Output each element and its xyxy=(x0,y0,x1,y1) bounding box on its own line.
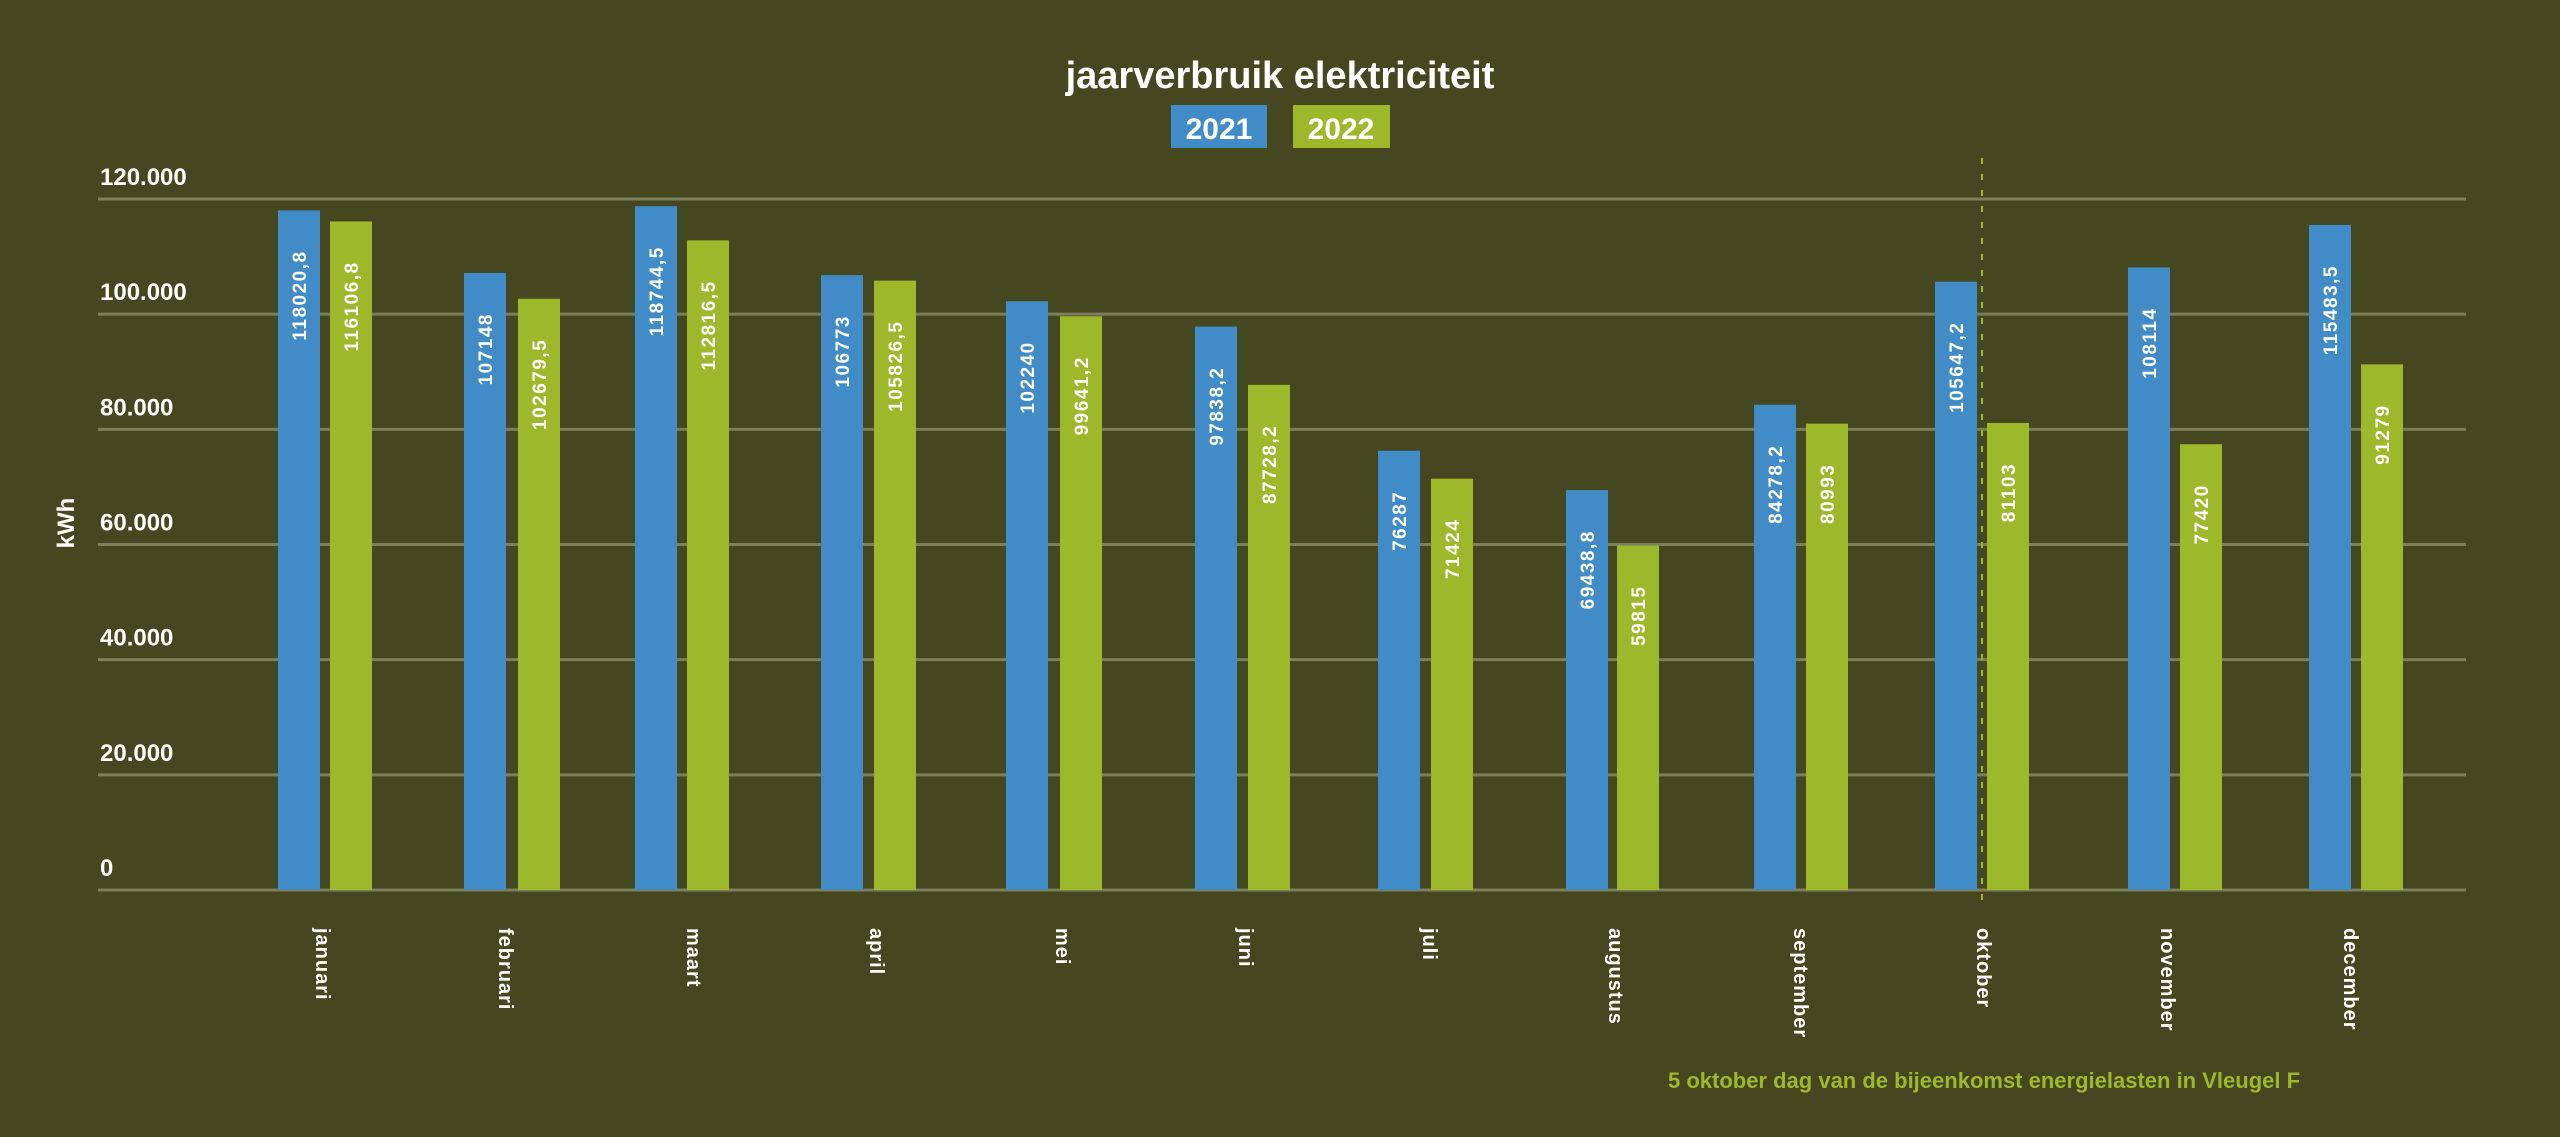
legend-label-2021: 2021 xyxy=(1186,113,1253,146)
x-tick-label: maart xyxy=(682,928,704,987)
data-label: 87728,2 xyxy=(1260,425,1281,504)
bar-2021-augustus xyxy=(1566,490,1608,890)
data-label: 84278,2 xyxy=(1766,445,1787,524)
data-label: 102240 xyxy=(1018,341,1039,413)
bar-2021-april xyxy=(821,275,863,890)
data-label: 59815 xyxy=(1629,586,1650,646)
x-tick-label: mei xyxy=(1051,928,1073,965)
bar-2021-maart xyxy=(635,206,677,890)
bar-2022-augustus xyxy=(1617,545,1659,890)
data-label: 71424 xyxy=(1443,519,1464,579)
bar-2022-maart xyxy=(687,240,729,890)
annotation-text: 5 oktober dag van de bijeenkomst energie… xyxy=(1668,1068,2300,1093)
data-label: 99641,2 xyxy=(1072,356,1093,435)
bar-2022-mei xyxy=(1060,316,1102,890)
legend-label-2022: 2022 xyxy=(1308,113,1375,146)
x-tick-label: juni xyxy=(1234,927,1256,968)
y-tick-label: 20.000 xyxy=(100,740,173,767)
bar-2022-januari xyxy=(330,221,372,891)
legend-swatch-2022 xyxy=(1293,105,1390,148)
data-label: 97838,2 xyxy=(1207,367,1228,446)
data-label: 108114 xyxy=(2140,307,2161,378)
bar-2022-december xyxy=(2361,364,2403,890)
y-tick-label: 60.000 xyxy=(100,510,173,537)
bar-2022-juli xyxy=(1431,478,1473,890)
x-tick-label: juli xyxy=(1418,927,1440,961)
data-label: 80993 xyxy=(1818,464,1839,524)
x-tick-label: september xyxy=(1789,928,1811,1038)
bar-2022-april xyxy=(874,280,916,890)
bar-2021-februari xyxy=(464,273,506,890)
bar-2022-juni xyxy=(1248,384,1290,890)
bar-2021-oktober xyxy=(1935,281,1977,890)
x-tick-label: november xyxy=(2156,928,2178,1032)
y-tick-label: 0 xyxy=(100,855,113,882)
legend: 2021 2022 xyxy=(1171,105,1390,148)
x-tick-label: oktober xyxy=(1972,928,1994,1008)
data-label: 118020,8 xyxy=(290,250,311,340)
bar-2021-juli xyxy=(1378,450,1420,890)
y-tick-label: 120.000 xyxy=(100,164,187,191)
bar-2022-oktober xyxy=(1987,422,2029,890)
x-tick-label: december xyxy=(2339,928,2361,1031)
bar-2021-december xyxy=(2309,225,2351,890)
data-label: 77420 xyxy=(2192,484,2213,544)
data-label: 105647,2 xyxy=(1947,322,1968,413)
data-label: 116106,8 xyxy=(342,261,363,351)
x-tick-label: januari xyxy=(311,927,333,1001)
data-label: 118744,5 xyxy=(647,246,668,336)
data-label: 76287 xyxy=(1390,491,1411,551)
y-axis-label: kWh xyxy=(53,498,80,549)
bar-2021-juni xyxy=(1195,326,1237,891)
bar-2022-februari xyxy=(518,298,560,891)
y-tick-label: 40.000 xyxy=(100,625,173,652)
chart-title: jaarverbruik elektriciteit xyxy=(1065,55,1495,97)
data-label: 112816,5 xyxy=(699,280,720,370)
data-label: 102679,5 xyxy=(530,339,551,430)
x-tick-label: april xyxy=(865,928,887,975)
y-tick-label: 100.000 xyxy=(100,279,187,306)
data-label: 91279 xyxy=(2373,404,2394,464)
y-tick-label: 80.000 xyxy=(100,394,173,421)
data-label: 105826,5 xyxy=(886,321,907,412)
bar-2021-mei xyxy=(1006,301,1048,890)
data-label: 69438,8 xyxy=(1578,530,1599,609)
x-tick-label: februari xyxy=(494,928,516,1010)
data-label: 107148 xyxy=(476,313,497,385)
data-label: 106773 xyxy=(833,315,854,387)
data-label: 115483,5 xyxy=(2321,265,2342,355)
bar-2022-september xyxy=(1806,423,1848,890)
bar-2021-november xyxy=(2128,267,2170,890)
legend-swatch-2021 xyxy=(1171,105,1267,148)
bar-2021-januari xyxy=(278,210,320,890)
data-label: 81103 xyxy=(1999,463,2020,522)
x-tick-label: augustus xyxy=(1604,928,1626,1025)
bar-2022-november xyxy=(2180,444,2222,890)
bar-2021-september xyxy=(1754,404,1796,890)
